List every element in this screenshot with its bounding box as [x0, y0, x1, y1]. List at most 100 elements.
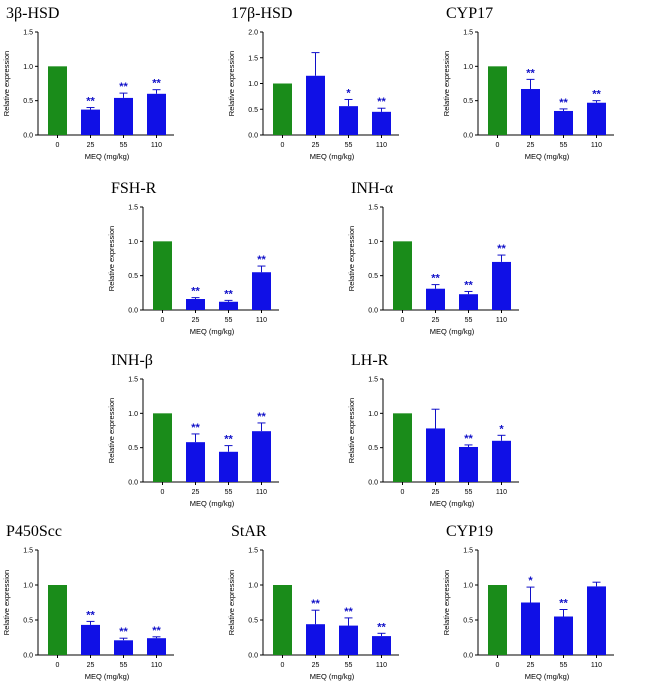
bar-0 — [48, 66, 67, 135]
bar-55 — [114, 640, 133, 655]
x-tick-label: 55 — [120, 662, 128, 669]
significance-marker: ** — [464, 433, 473, 445]
bar-0 — [48, 585, 67, 655]
x-tick-label: 0 — [56, 142, 60, 149]
bar-0 — [488, 585, 507, 655]
significance-marker: ** — [464, 279, 473, 291]
y-tick-label: 0.5 — [248, 618, 258, 625]
y-tick-label: 0.5 — [463, 98, 473, 105]
bar-25 — [426, 288, 445, 310]
x-tick-label: 55 — [225, 489, 233, 496]
x-axis-label: MEQ (mg/kg) — [310, 152, 355, 161]
y-tick-label: 0.5 — [463, 618, 473, 625]
y-tick-label: 1.5 — [463, 30, 473, 37]
y-axis-label: Relative expression — [442, 570, 451, 635]
x-tick-label: 0 — [496, 662, 500, 669]
y-tick-label: 1.0 — [463, 583, 473, 590]
x-tick-label: 110 — [591, 662, 602, 669]
bar-55 — [114, 97, 133, 135]
significance-marker: ** — [592, 89, 601, 101]
significance-marker: ** — [377, 621, 386, 633]
x-tick-label: 55 — [345, 662, 353, 669]
y-axis-label: Relative expression — [2, 51, 11, 116]
y-tick-label: 0.0 — [463, 133, 473, 140]
chart-panel-inh-beta: INH-β Relative expression 0.0 0.5 1.0 1.5 0 ** 2… — [105, 347, 305, 517]
bar-55 — [554, 616, 573, 655]
chart-title: INH-α — [351, 180, 394, 197]
x-tick-label: 0 — [161, 489, 165, 496]
bar-55 — [219, 451, 238, 482]
y-tick-label: 1.5 — [248, 55, 258, 62]
significance-marker: ** — [191, 422, 200, 434]
bar-25 — [306, 624, 325, 655]
y-tick-label: 1.0 — [23, 64, 33, 71]
x-tick-label: 110 — [256, 489, 267, 496]
x-tick-label: 0 — [401, 489, 405, 496]
x-tick-label: 0 — [281, 662, 285, 669]
chart-title: CYP17 — [446, 5, 493, 22]
significance-marker: * — [528, 575, 533, 587]
x-tick-label: 25 — [312, 142, 320, 149]
x-tick-label: 110 — [496, 489, 507, 496]
x-axis-label: MEQ (mg/kg) — [525, 152, 570, 161]
significance-marker: ** — [152, 78, 161, 90]
bar-0 — [273, 83, 292, 135]
bar-55 — [219, 301, 238, 310]
y-tick-label: 0.0 — [23, 133, 33, 140]
bar-25 — [81, 624, 100, 655]
bar-0 — [488, 66, 507, 135]
x-axis-label: MEQ (mg/kg) — [85, 672, 130, 681]
chart-svg: 3β-HSD Relative expression 0.0 0.5 1.0 1.5 0 **… — [2, 5, 174, 161]
significance-marker: * — [346, 87, 351, 99]
y-tick-label: 1.0 — [128, 411, 138, 418]
x-tick-label: 25 — [527, 662, 535, 669]
y-axis-label: Relative expression — [227, 570, 236, 635]
chart-panel-inh-alpha: INH-α Relative expression 0.0 0.5 1.0 1.5 0 ** 2… — [345, 175, 545, 345]
chart-title: INH-β — [111, 352, 153, 369]
y-tick-label: 1.0 — [248, 583, 258, 590]
x-tick-label: 0 — [56, 662, 60, 669]
bar-55 — [459, 446, 478, 482]
significance-marker: ** — [257, 411, 266, 423]
x-tick-label: 0 — [401, 317, 405, 324]
chart-svg: StAR Relative expression 0.0 0.5 1.0 1.5 0 ** 25… — [227, 523, 399, 681]
bar-110 — [587, 102, 606, 135]
x-tick-label: 0 — [161, 317, 165, 324]
chart-svg: INH-α Relative expression 0.0 0.5 1.0 1.5 0 ** 2… — [347, 180, 519, 336]
y-tick-label: 0.0 — [23, 653, 33, 660]
x-tick-label: 25 — [432, 489, 440, 496]
chart-panel-cyp17: CYP17 Relative expression 0.0 0.5 1.0 1.5 0 ** 2… — [440, 0, 640, 170]
y-tick-label: 0.0 — [368, 308, 378, 315]
y-tick-label: 1.0 — [463, 64, 473, 71]
y-axis-label: Relative expression — [2, 570, 11, 635]
bar-0 — [153, 413, 172, 482]
x-tick-label: 25 — [87, 662, 95, 669]
y-tick-label: 1.0 — [368, 239, 378, 246]
bar-110 — [372, 111, 391, 135]
x-axis-label: MEQ (mg/kg) — [430, 499, 475, 508]
chart-svg: INH-β Relative expression 0.0 0.5 1.0 1.5 0 ** 2… — [107, 352, 279, 508]
bar-55 — [339, 106, 358, 135]
significance-marker: ** — [559, 97, 568, 109]
chart-svg: CYP17 Relative expression 0.0 0.5 1.0 1.5 0 ** 2… — [442, 5, 614, 161]
significance-marker: ** — [431, 273, 440, 285]
chart-panel-lh-r: LH-R Relative expression 0.0 0.5 1.0 1.5 0 25 **… — [345, 347, 545, 517]
bar-25 — [306, 75, 325, 135]
x-axis-label: MEQ (mg/kg) — [310, 672, 355, 681]
bar-0 — [273, 585, 292, 655]
y-axis-label: Relative expression — [227, 51, 236, 116]
chart-panel-cyp19: CYP19 Relative expression 0.0 0.5 1.0 1.5 0 * 25… — [440, 518, 640, 690]
x-tick-label: 55 — [465, 489, 473, 496]
significance-marker: ** — [86, 96, 95, 108]
y-tick-label: 1.5 — [23, 548, 33, 555]
bar-55 — [339, 625, 358, 655]
bar-110 — [147, 638, 166, 655]
y-tick-label: 1.5 — [368, 205, 378, 212]
chart-svg: FSH-R Relative expression 0.0 0.5 1.0 1.5 0 ** 2… — [107, 180, 279, 336]
y-tick-label: 0.5 — [128, 445, 138, 452]
chart-panel-p450scc: P450Scc Relative expression 0.0 0.5 1.0 1.5 0 *… — [0, 518, 200, 690]
y-tick-label: 0.5 — [23, 618, 33, 625]
y-tick-label: 1.5 — [128, 205, 138, 212]
bar-110 — [492, 261, 511, 310]
y-tick-label: 0.0 — [248, 133, 258, 140]
